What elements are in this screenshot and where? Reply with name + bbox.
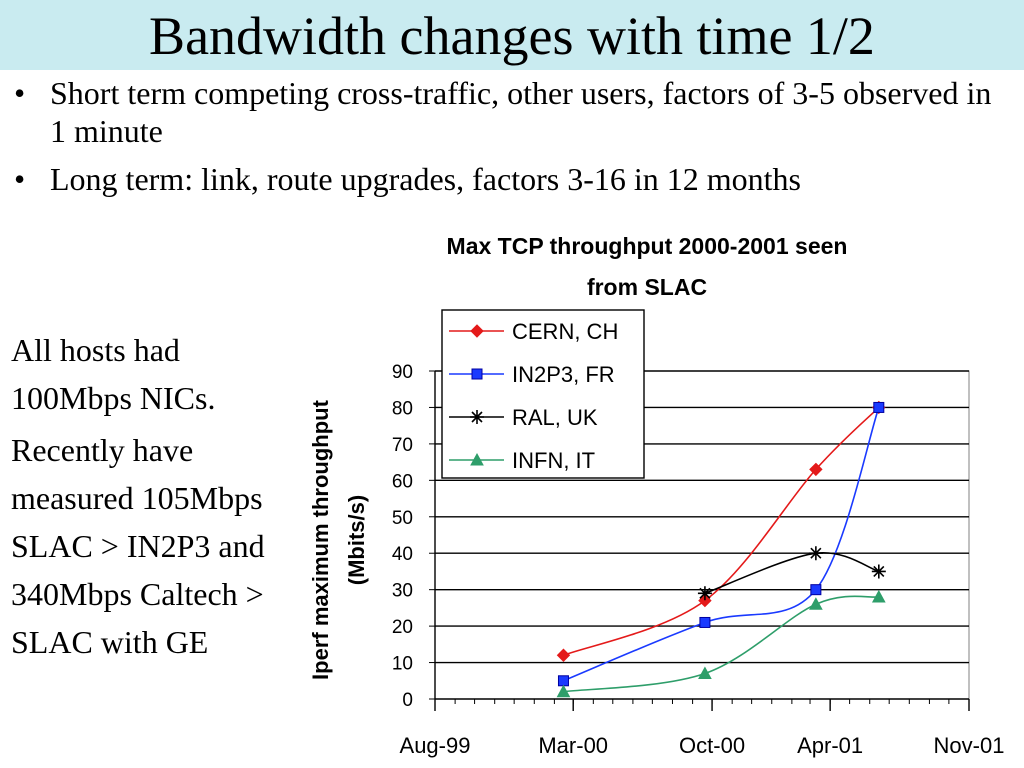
y-tick-label: 80: [392, 398, 413, 419]
data-point-marker: [556, 684, 571, 698]
chart-title-line: from SLAC: [587, 274, 707, 300]
y-axis-label-line: (Mbits/s): [344, 495, 369, 585]
y-tick-label: 10: [392, 654, 413, 675]
data-point-marker: [871, 564, 886, 579]
chart-title-line: Max TCP throughput 2000-2001 seen: [447, 233, 848, 259]
data-point-marker: [557, 675, 569, 687]
bullet-text: Short term competing cross-traffic, othe…: [50, 75, 992, 149]
data-point-marker: [808, 546, 823, 561]
data-point-marker: [809, 462, 823, 477]
legend-label: CERN, CH: [512, 319, 618, 344]
data-point-marker: [471, 368, 483, 380]
series-line: [563, 595, 879, 693]
data-point-marker: [698, 593, 712, 608]
x-tick-label: Oct-00: [679, 733, 745, 758]
x-tick-label: Mar-00: [538, 733, 608, 758]
data-point-marker: [699, 616, 711, 628]
side-note-measured: Recently have measured 105Mbps SLAC > IN…: [11, 432, 265, 660]
legend-item: CERN, CH: [449, 319, 618, 344]
chart-legend: CERN, CH IN2P3, FR RAL, UK INFN, IT: [441, 309, 645, 479]
slide-title: Bandwidth changes with time 1/2: [149, 6, 875, 66]
side-note-nics: All hosts had 100Mbps NICs.: [11, 332, 216, 416]
bullet-symbol: •: [14, 161, 26, 197]
data-point-marker: [698, 666, 712, 679]
legend-label: IN2P3, FR: [512, 362, 615, 387]
data-point-marker: [470, 410, 484, 424]
data-point-marker: [810, 584, 822, 596]
bullet-item: • Short term competing cross-traffic, ot…: [14, 74, 1004, 150]
legend-box: [441, 309, 645, 479]
legend-label: RAL, UK: [512, 405, 598, 430]
x-tick-label: Apr-01: [797, 733, 863, 758]
y-tick-label: 30: [392, 581, 413, 602]
title-bar: [0, 0, 1024, 70]
y-axis-label-line: Iperf maximum throughput: [308, 399, 333, 680]
bullet-text: Long term: link, route upgrades, factors…: [50, 161, 801, 197]
star-marker-strokes: [697, 586, 712, 601]
series-infn-it: [556, 589, 886, 698]
star-marker-strokes: [871, 564, 886, 579]
y-tick-label: 60: [392, 471, 413, 492]
legend-item: INFN, IT: [449, 448, 595, 473]
bullet-list: • Short term competing cross-traffic, ot…: [14, 74, 1004, 208]
data-point-marker: [873, 401, 885, 413]
bullet-item: • Long term: link, route upgrades, facto…: [14, 160, 880, 198]
data-point-marker: [470, 324, 484, 338]
legend-label: INFN, IT: [512, 448, 595, 473]
data-point-marker: [470, 452, 484, 466]
series-ral-uk: [697, 546, 886, 601]
bullet-symbol: •: [14, 75, 26, 111]
y-tick-label: 70: [392, 435, 413, 456]
y-tick-label: 90: [392, 362, 413, 383]
series-in2p3-fr: [557, 401, 885, 687]
data-point-marker: [871, 589, 886, 603]
star-marker-strokes: [470, 410, 484, 424]
legend-item: IN2P3, FR: [449, 362, 615, 387]
data-point-marker: [556, 648, 571, 662]
y-axis-label: Iperf maximum throughput (Mbits/s): [308, 399, 369, 680]
data-point-marker: [697, 586, 712, 601]
y-tick-label: 0: [402, 690, 413, 711]
data-point-marker: [809, 597, 823, 610]
side-notes: All hosts had 100Mbps NICs. Recently hav…: [11, 326, 301, 670]
x-tick-label: Nov-01: [934, 733, 1005, 758]
y-tick-label: 50: [392, 508, 413, 529]
series-line: [563, 406, 880, 657]
x-tick-label: Aug-99: [400, 733, 471, 758]
y-tick-label: 20: [392, 617, 413, 638]
series-line: [563, 407, 880, 682]
legend-item: RAL, UK: [449, 405, 598, 430]
star-marker-strokes: [808, 546, 823, 561]
y-tick-label: 40: [392, 544, 413, 565]
